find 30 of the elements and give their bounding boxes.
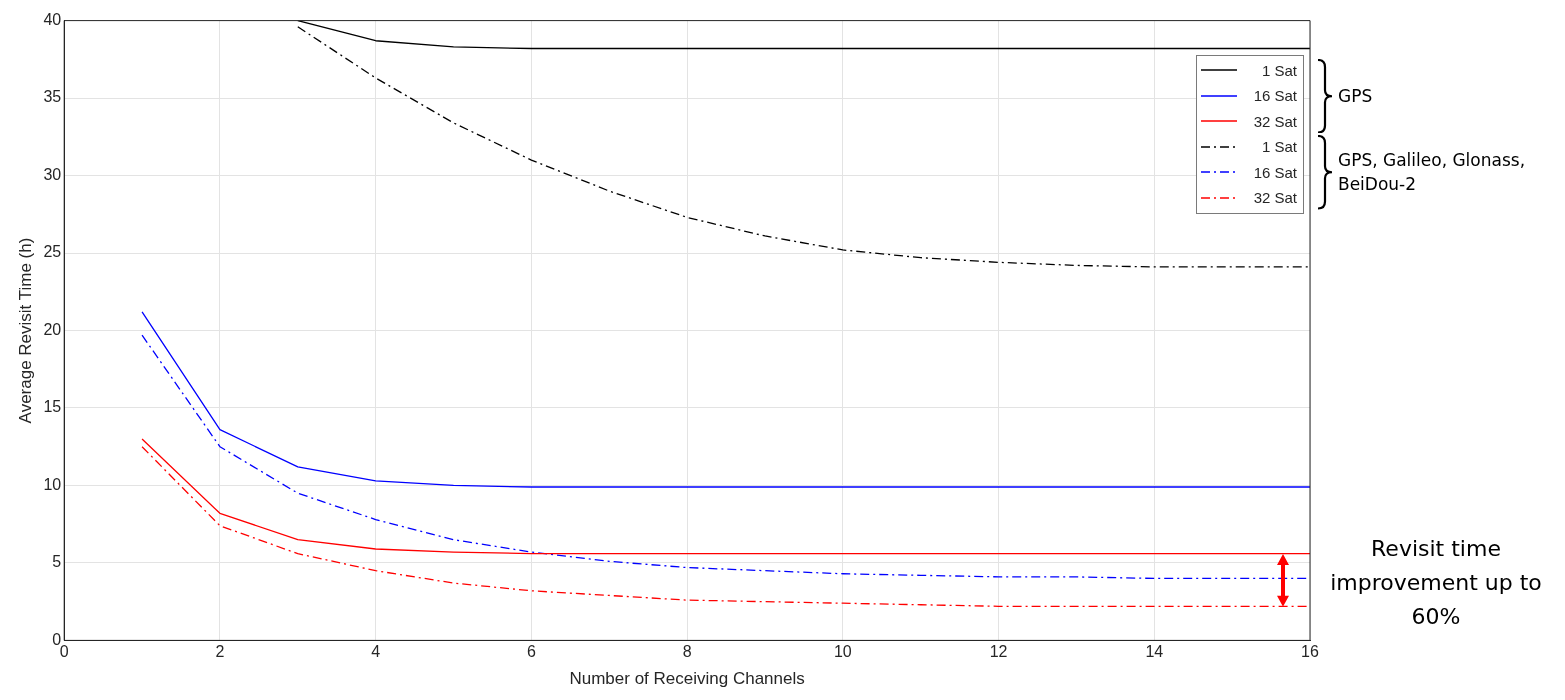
x-tick-label: 14 (1145, 643, 1164, 661)
text: Revisit time improvement up to 60% (1330, 535, 1542, 629)
line-series (297, 26, 1310, 268)
legend-label: 32 Sat (1252, 112, 1297, 130)
y-tick-label: 30 (43, 165, 62, 183)
x-tick-label: 4 (371, 643, 381, 661)
legend-label: 1 Sat (1260, 61, 1297, 79)
y-tick-label: 20 (43, 320, 62, 338)
x-tick-label: 10 (833, 643, 852, 661)
text: GPS (1338, 84, 1373, 108)
y-tick-label: 10 (43, 475, 62, 493)
y-tick-label: 25 (43, 243, 62, 261)
y-axis-title: Average Revisit Time (h) (15, 237, 35, 424)
y-tick-label: 5 (52, 553, 62, 571)
y-tick-label: 15 (43, 398, 62, 416)
line-series (141, 446, 1310, 607)
x-tick-label: 2 (215, 643, 225, 661)
x-tick-label: 16 (1301, 643, 1319, 661)
text: GPS, Galileo, Glonass, BeiDou-2 (1338, 149, 1527, 197)
legend-label: 32 Sat (1252, 189, 1297, 207)
x-tick-label: 6 (526, 643, 536, 661)
y-tick-label: 40 (43, 11, 62, 29)
y-tick-label: 35 (43, 88, 62, 106)
legend-label: 16 Sat (1252, 163, 1297, 181)
legend-label: 16 Sat (1252, 87, 1297, 105)
x-tick-label: 12 (989, 643, 1008, 661)
legend-label: 1 Sat (1260, 138, 1297, 156)
x-tick-label: 8 (682, 643, 692, 661)
x-axis-title: Number of Receiving Channels (569, 669, 805, 689)
y-tick-label: 0 (52, 630, 62, 648)
